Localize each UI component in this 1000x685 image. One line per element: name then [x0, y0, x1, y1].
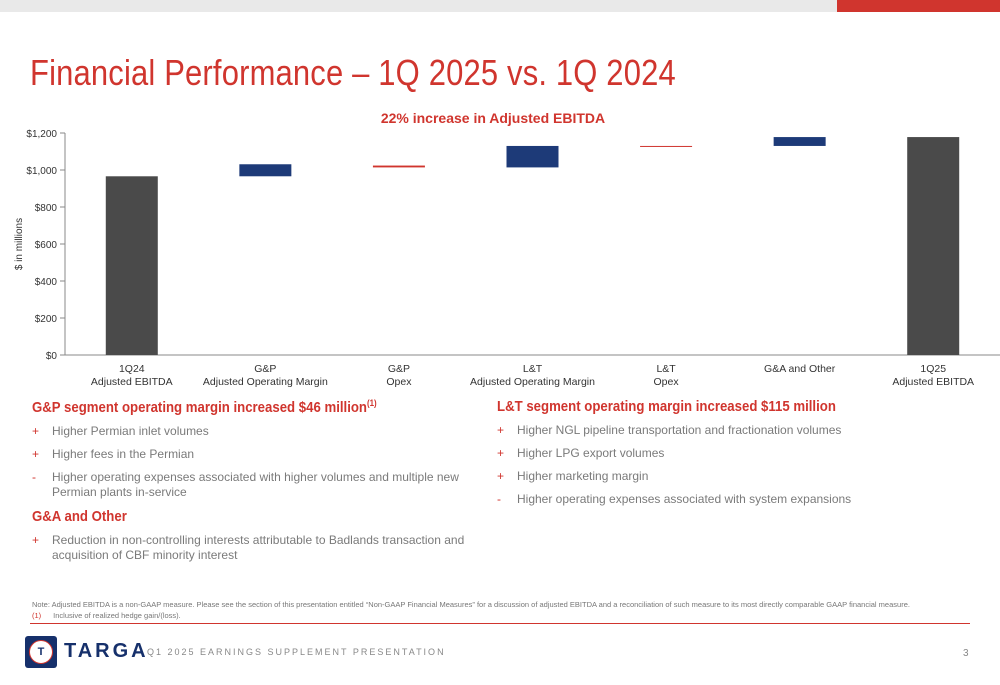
y-tick-label: $400 — [35, 277, 58, 288]
bullet-item: + Higher NGL pipeline transportation and … — [497, 423, 967, 438]
bar-decrease — [372, 165, 425, 168]
x-tick-label: Opex — [386, 376, 412, 388]
x-tick-label: Adjusted Operating Margin — [470, 376, 595, 388]
brand-name: TARGA — [64, 640, 149, 662]
gp-section: G&P segment operating margin increased $… — [32, 398, 482, 508]
bullet-marker: - — [497, 492, 501, 506]
waterfall-chart: 22% increase in Adjusted EBITDA $ in mil… — [14, 110, 1000, 388]
x-tick-label: Adjusted EBITDA — [892, 376, 974, 388]
y-axis-label: $ in millions — [14, 218, 25, 270]
bullet-text: Higher operating expenses associated wit… — [517, 492, 852, 506]
gp-bullets: + Higher Permian inlet volumes + Higher fee… — [32, 424, 482, 500]
footer-text: Q1 2025 EARNINGS SUPPLEMENT PRESENTATION — [147, 647, 446, 657]
footer-rule — [30, 623, 970, 624]
y-tick-label: $0 — [46, 351, 58, 362]
bullet-text: Higher NGL pipeline transportation and f… — [517, 423, 842, 437]
bullet-text: Higher fees in the Permian — [52, 447, 195, 461]
bar-increase — [773, 137, 826, 146]
gp-heading-footnote: (1) — [366, 398, 377, 408]
bullet-marker: + — [32, 533, 40, 547]
chart-title: 22% increase in Adjusted EBITDA — [381, 110, 605, 126]
x-tick-label: Adjusted EBITDA — [91, 376, 173, 388]
bullet-marker: - — [32, 470, 36, 484]
x-tick-label: G&P — [254, 363, 276, 375]
footnote-text: Inclusive of realized hedge gain/(loss). — [53, 611, 181, 620]
x-tick-label: 1Q25 — [920, 363, 946, 375]
x-tick-label: 1Q24 — [119, 363, 145, 375]
bullet-item: + Higher marketing margin — [497, 469, 967, 484]
x-tick-label: L&T — [656, 363, 676, 375]
bullet-marker: + — [497, 469, 505, 483]
y-tick-label: $800 — [35, 203, 58, 214]
lt-bullets: + Higher NGL pipeline transportation and … — [497, 423, 967, 507]
bar-increase — [239, 164, 292, 177]
footnote: (1) Inclusive of realized hedge gain/(los… — [32, 611, 181, 620]
y-tick-label: $200 — [35, 314, 58, 325]
bars — [105, 137, 960, 355]
bullet-marker: + — [497, 423, 505, 437]
lt-heading: L&T segment operating margin increased $… — [497, 398, 836, 415]
bullet-text: Higher marketing margin — [517, 469, 649, 483]
bullet-item: + Higher LPG export volumes — [497, 446, 967, 461]
logo-mark: T — [37, 646, 45, 658]
y-tick-label: $1,000 — [26, 166, 57, 177]
x-tick-label: L&T — [523, 363, 543, 375]
bullet-marker: + — [32, 424, 40, 438]
bullet-marker: + — [497, 446, 505, 460]
ga-section: G&A and Other + Reduction in non-controll… — [32, 508, 482, 571]
gp-heading: G&P segment operating margin increased $… — [32, 398, 377, 416]
y-tick-label: $600 — [35, 240, 58, 251]
bullet-item: - Higher operating expenses associated wi… — [32, 470, 482, 500]
page-title: Financial Performance – 1Q 2025 vs. 1Q 2… — [30, 52, 676, 93]
bullet-text: Higher operating expenses associated wit… — [52, 470, 459, 499]
bar-total — [907, 137, 960, 355]
lt-section: L&T segment operating margin increased $… — [497, 398, 967, 515]
bullet-item: - Higher operating expenses associated wi… — [497, 492, 967, 507]
targa-logo: T — [25, 636, 57, 668]
bullet-item: + Reduction in non-controlling interests … — [32, 533, 482, 563]
top-bar — [0, 0, 1000, 12]
bar-increase — [506, 145, 559, 168]
bar-decrease — [640, 145, 693, 147]
footnote-ref: (1) — [32, 611, 42, 620]
y-axis: $0 $200 $400 $600 $800 $1,000 $1,200 — [26, 129, 66, 362]
x-tick-label: G&A and Other — [764, 363, 836, 375]
bullet-text: Higher Permian inlet volumes — [52, 424, 209, 438]
y-tick-label: $1,200 — [26, 129, 57, 140]
ga-heading: G&A and Other — [32, 508, 127, 525]
bullet-text: Higher LPG export volumes — [517, 446, 665, 460]
ga-bullets: + Reduction in non-controlling interests … — [32, 533, 482, 563]
top-bar-accent — [837, 0, 1000, 12]
x-tick-label: Adjusted Operating Margin — [203, 376, 328, 388]
note-text: Note: Adjusted EBITDA is a non-GAAP meas… — [32, 600, 910, 609]
bullet-item: + Higher fees in the Permian — [32, 447, 482, 462]
bar-total — [105, 176, 158, 355]
x-tick-label: Opex — [654, 376, 680, 388]
page-number: 3 — [963, 648, 969, 659]
logo-emblem-icon: T — [29, 640, 53, 664]
x-tick-label: G&P — [388, 363, 410, 375]
bullet-item: + Higher Permian inlet volumes — [32, 424, 482, 439]
bullet-marker: + — [32, 447, 40, 461]
bullet-text: Reduction in non-controlling interests a… — [52, 533, 465, 562]
